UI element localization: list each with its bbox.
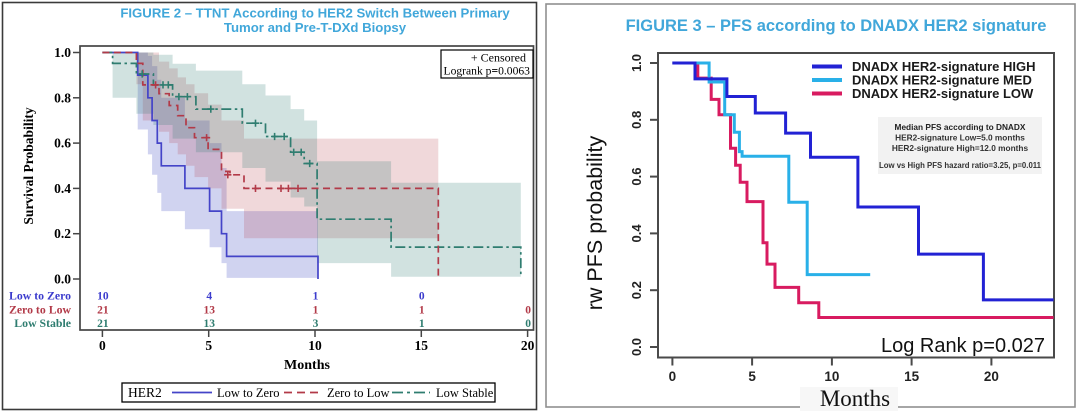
svg-text:10: 10	[97, 291, 109, 303]
svg-text:10: 10	[308, 338, 322, 353]
svg-text:1: 1	[313, 305, 319, 317]
svg-text:0.6: 0.6	[54, 136, 71, 151]
svg-text:Months: Months	[820, 386, 890, 411]
svg-text:rw PFS probability: rw PFS probability	[583, 136, 607, 311]
svg-text:Months: Months	[284, 358, 330, 373]
svg-text:Log Rank p=0.027: Log Rank p=0.027	[881, 335, 1045, 357]
svg-text:0.2: 0.2	[629, 281, 644, 299]
svg-text:21: 21	[97, 305, 109, 317]
svg-text:DNADX HER2-signature LOW: DNADX HER2-signature LOW	[852, 86, 1034, 101]
svg-text:HER2: HER2	[128, 385, 162, 400]
svg-text:13: 13	[203, 318, 215, 330]
svg-text:0.0: 0.0	[629, 338, 644, 356]
svg-text:1: 1	[419, 305, 425, 317]
svg-text:Tumor and Pre-T-DXd Biopsy: Tumor and Pre-T-DXd Biopsy	[224, 20, 407, 35]
svg-text:DNADX HER2-signature MED: DNADX HER2-signature MED	[852, 73, 1032, 88]
svg-text:HER2-signature High=12.0 month: HER2-signature High=12.0 months	[892, 143, 1029, 153]
svg-text:0.6: 0.6	[629, 168, 644, 186]
svg-text:10: 10	[824, 369, 839, 384]
svg-text:0: 0	[419, 291, 425, 303]
svg-text:1: 1	[419, 318, 425, 330]
svg-text:0.8: 0.8	[54, 90, 71, 105]
svg-text:DNADX HER2-signature HIGH: DNADX HER2-signature HIGH	[852, 59, 1035, 74]
svg-text:Median PFS according to DNADX: Median PFS according to DNADX	[895, 122, 1026, 132]
svg-text:+ Censored: + Censored	[471, 51, 526, 65]
svg-text:Low Stable: Low Stable	[436, 386, 494, 400]
svg-text:4: 4	[206, 291, 212, 303]
svg-text:Low vs High PFS hazard ratio=3: Low vs High PFS hazard ratio=3.25, p=0.0…	[879, 161, 1042, 170]
svg-text:FIGURE 3 – PFS according to DN: FIGURE 3 – PFS according to DNADX HER2 s…	[626, 17, 1047, 35]
svg-text:15: 15	[415, 338, 429, 353]
svg-text:FIGURE 2 – TTNT According to H: FIGURE 2 – TTNT According to HER2 Switch…	[120, 6, 510, 21]
svg-text:Logrank p=0.0063: Logrank p=0.0063	[444, 65, 531, 78]
svg-text:Zero to Low: Zero to Low	[9, 303, 72, 317]
svg-text:0: 0	[669, 369, 677, 384]
svg-text:3: 3	[313, 318, 319, 330]
svg-text:Low Stable: Low Stable	[14, 316, 71, 330]
svg-text:0.4: 0.4	[629, 224, 644, 243]
svg-text:0.4: 0.4	[54, 181, 71, 196]
svg-text:21: 21	[97, 318, 109, 330]
svg-text:5: 5	[205, 338, 212, 353]
svg-text:Survival Probability: Survival Probability	[21, 107, 36, 224]
svg-text:13: 13	[203, 305, 215, 317]
svg-text:Low to Zero: Low to Zero	[217, 386, 279, 400]
svg-text:20: 20	[521, 338, 535, 353]
svg-text:0.2: 0.2	[54, 226, 71, 241]
svg-text:Low to Zero: Low to Zero	[9, 289, 71, 303]
svg-text:1.0: 1.0	[54, 45, 71, 60]
svg-text:0: 0	[99, 338, 106, 353]
svg-text:0.0: 0.0	[54, 272, 71, 287]
svg-text:1.0: 1.0	[629, 54, 644, 72]
svg-text:5: 5	[748, 369, 756, 384]
svg-text:0.8: 0.8	[629, 111, 644, 129]
svg-text:1: 1	[313, 291, 319, 303]
svg-text:15: 15	[904, 369, 920, 384]
svg-text:Zero to Low: Zero to Low	[327, 386, 389, 400]
svg-text:0: 0	[525, 318, 531, 330]
svg-text:20: 20	[984, 369, 999, 384]
svg-text:HER2-signature Low=5.0 months: HER2-signature Low=5.0 months	[895, 133, 1025, 143]
svg-text:0: 0	[525, 305, 531, 317]
